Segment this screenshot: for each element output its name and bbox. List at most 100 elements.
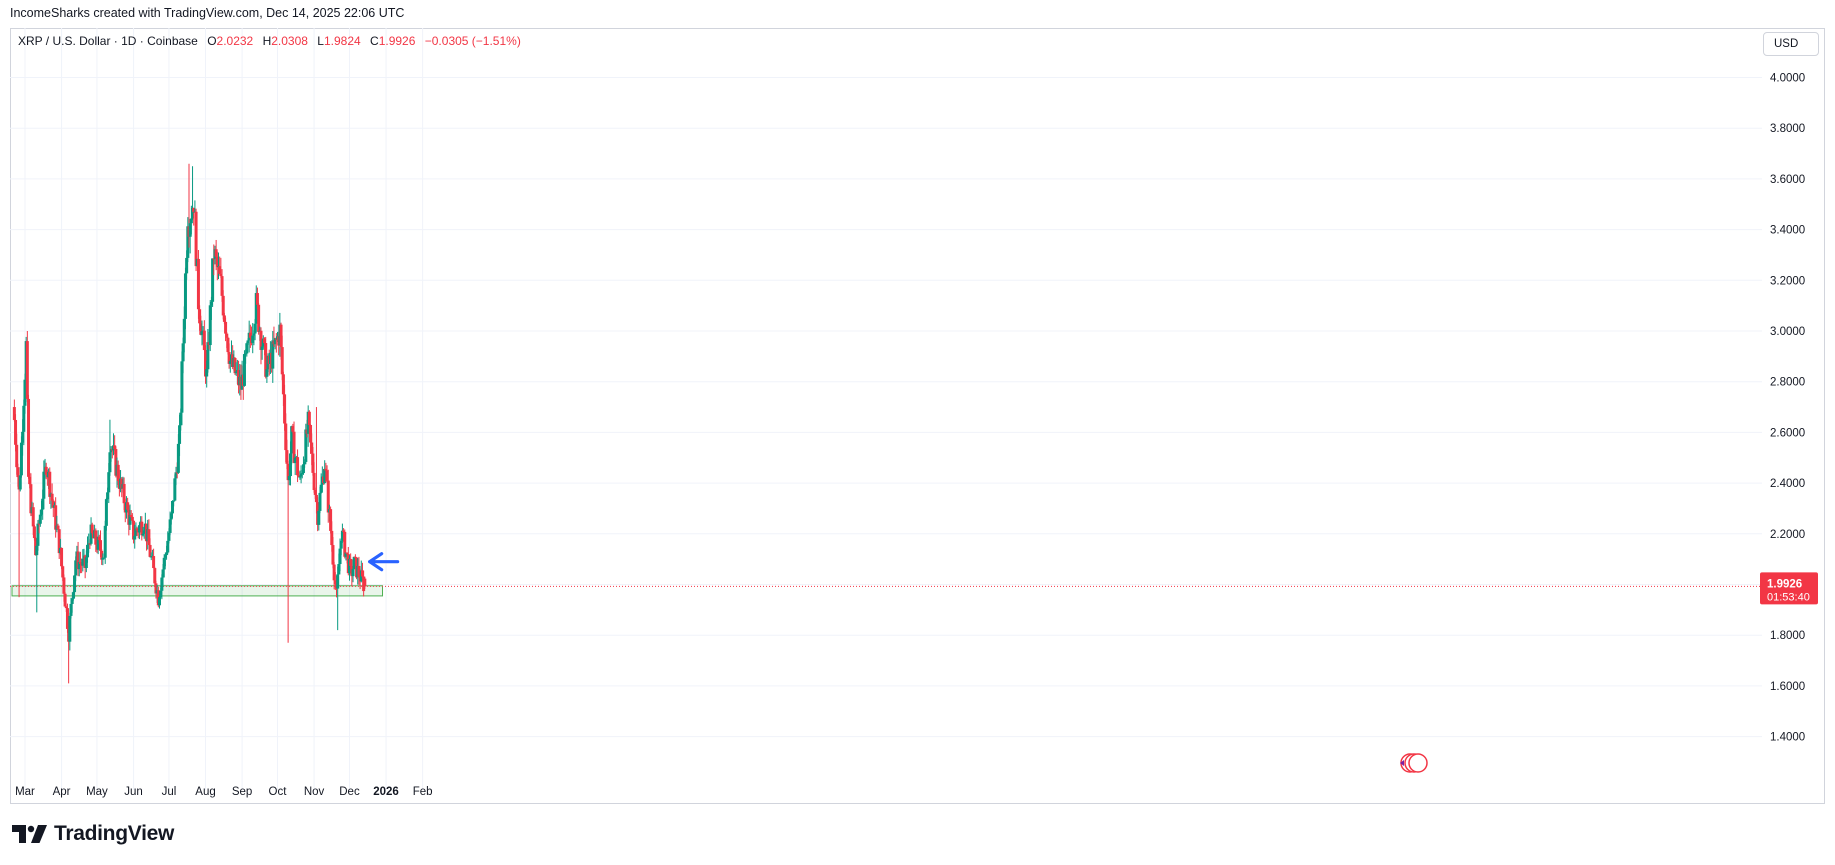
candle[interactable] [228,359,232,373]
candle[interactable] [336,566,340,631]
candle[interactable] [170,500,174,519]
tradingview-logo[interactable]: TradingView [12,822,174,846]
candle[interactable] [301,456,305,475]
candle[interactable] [12,399,16,422]
candle[interactable] [314,407,318,514]
candle[interactable] [226,336,230,355]
candle[interactable] [60,547,64,570]
candle[interactable] [152,548,156,569]
candle[interactable] [363,576,367,589]
candle[interactable] [271,331,275,383]
candle[interactable] [312,462,316,493]
candle[interactable] [183,267,187,330]
symbol-title[interactable]: XRP / U.S. Dollar · 1D · Coinbase [18,34,198,48]
event-badge[interactable] [1408,753,1428,773]
candle[interactable] [70,597,74,613]
candle[interactable] [35,538,39,613]
candle[interactable] [126,497,130,511]
candle[interactable] [103,520,107,564]
chart-frame[interactable] [10,28,1825,804]
candle[interactable] [332,561,336,590]
candle[interactable] [204,345,208,384]
candle[interactable] [186,217,190,263]
candle[interactable] [116,460,120,485]
currency-button[interactable]: USD [1763,32,1819,56]
candle[interactable] [317,509,321,531]
candle[interactable] [76,541,80,577]
candle[interactable] [109,446,113,462]
candle[interactable] [147,519,151,546]
candle[interactable] [71,591,75,601]
candle[interactable] [104,497,108,531]
candle[interactable] [51,499,55,518]
candle[interactable] [27,394,31,479]
candle[interactable] [137,522,141,540]
candle[interactable] [245,341,249,357]
candle[interactable] [17,476,21,598]
candle[interactable] [81,549,85,572]
candle[interactable] [352,556,356,570]
candle[interactable] [326,469,330,523]
candle[interactable] [48,467,52,505]
candle[interactable] [202,320,206,351]
candle[interactable] [158,595,161,609]
candle[interactable] [132,520,136,544]
candle[interactable] [206,329,210,373]
candle[interactable] [73,575,77,599]
candle[interactable] [292,421,296,464]
candle[interactable] [311,447,315,476]
candle[interactable] [331,537,335,569]
candlesticks[interactable] [12,163,367,684]
candle[interactable] [360,562,364,579]
candle[interactable] [227,343,231,369]
candle[interactable] [219,257,223,278]
candle[interactable] [273,337,277,350]
candle[interactable] [36,520,40,551]
candle[interactable] [160,574,164,600]
candle[interactable] [259,327,263,365]
candle[interactable] [162,554,166,578]
candle[interactable] [154,580,158,599]
candle[interactable] [169,512,173,525]
candle[interactable] [283,384,287,431]
candle[interactable] [129,510,133,518]
candle[interactable] [96,530,100,555]
candle[interactable] [63,592,67,607]
candle[interactable] [148,538,152,558]
candle[interactable] [74,556,78,582]
candle[interactable] [200,320,204,346]
candle[interactable] [86,536,90,563]
candle[interactable] [248,324,252,348]
candle[interactable] [100,549,104,565]
candle[interactable] [65,603,69,633]
candle[interactable] [192,207,196,226]
candle[interactable] [108,419,112,476]
candle[interactable] [140,516,144,541]
candle[interactable] [208,299,212,352]
symbol-legend[interactable]: XRP / U.S. Dollar · 1D · Coinbase O2.023… [18,34,521,48]
candle[interactable] [172,500,176,507]
candle[interactable] [181,337,185,374]
candle[interactable] [78,551,82,574]
candle[interactable] [215,251,219,281]
candle[interactable] [257,302,261,335]
candle[interactable] [101,553,105,566]
candle[interactable] [188,219,192,254]
candle[interactable] [286,460,290,643]
candle[interactable] [221,290,225,320]
candle[interactable] [196,250,200,319]
candle[interactable] [57,528,61,559]
candle[interactable] [56,523,60,530]
candle[interactable] [68,612,72,651]
candle[interactable] [22,399,26,446]
candle[interactable] [251,323,255,354]
candle[interactable] [323,460,327,485]
price-axis[interactable]: 4.0000 3.8000 3.6000 3.4000 3.2000 3.0000 2.80… [1760,73,1818,744]
candle[interactable] [325,465,329,482]
candle[interactable] [54,497,58,538]
candle[interactable] [218,256,222,275]
candle[interactable] [290,425,294,465]
candle[interactable] [180,351,184,426]
